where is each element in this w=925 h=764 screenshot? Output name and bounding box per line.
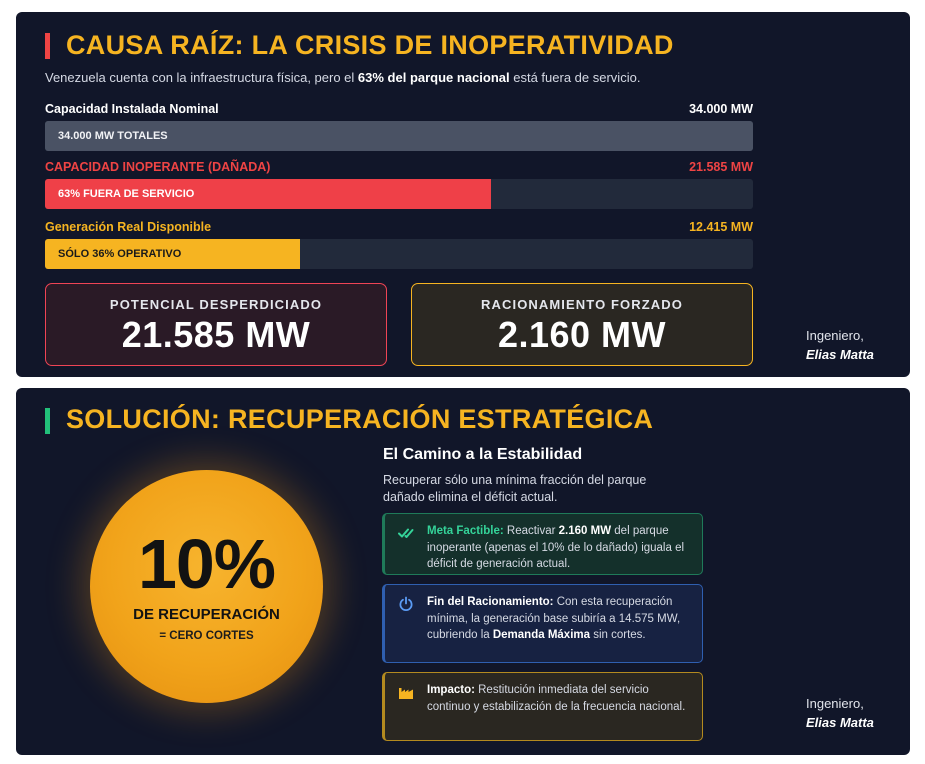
forced-rationing-value: 2.160 MW	[497, 314, 667, 355]
bar-fill-available	[45, 239, 300, 269]
solution-panel: SOLUCIÓN: RECUPERACIÓN ESTRATÉGICA 10% D…	[16, 388, 910, 755]
forced-rationing-label: RACIONAMIENTO FORZADO	[481, 297, 683, 312]
root-cause-panel: CAUSA RAÍZ: LA CRISIS DE INOPERATIVIDAD …	[16, 12, 910, 377]
recovery-sublabel: = CERO CORTES	[159, 630, 254, 642]
forced-rationing-box: RACIONAMIENTO FORZADO 2.160 MW	[411, 283, 753, 366]
root-cause-title: CAUSA RAÍZ: LA CRISIS DE INOPERATIVIDAD	[66, 30, 674, 60]
bar-fill-inoperative	[45, 179, 492, 209]
bar-track-installed: 34.000 MW TOTALES	[45, 121, 753, 151]
bar-text-installed: 34.000 MW TOTALES	[58, 130, 168, 142]
root-cause-subtitle: Venezuela cuenta con la infraestructura …	[45, 70, 641, 85]
bar-fill-installed	[45, 121, 753, 151]
bar-value-available: 12.415 MW	[689, 220, 753, 234]
recovery-circle: 10% DE RECUPERACIÓN = CERO CORTES	[90, 470, 323, 703]
bar-track-available: SÓLO 36% OPERATIVO	[45, 239, 753, 269]
bar-label-available: Generación Real Disponible	[45, 220, 212, 234]
card-end-rationing-text: Fin del Racionamiento: Con esta recupera…	[427, 596, 681, 641]
signature-title: Ingeniero,	[806, 696, 864, 711]
title-accent-bar	[45, 408, 50, 434]
title-accent-bar	[45, 33, 50, 59]
recovery-label: DE RECUPERACIÓN	[133, 606, 280, 623]
signature: Ingeniero, Elias Matta	[806, 694, 874, 732]
signature-name: Elias Matta	[806, 715, 874, 730]
wasted-potential-value: 21.585 MW	[121, 314, 311, 355]
wasted-potential-box: POTENCIAL DESPERDICIADO 21.585 MW	[45, 283, 387, 366]
bar-label-inoperative: CAPACIDAD INOPERANTE (DAÑADA)	[45, 160, 271, 174]
power-icon	[398, 596, 414, 612]
recovery-percent: 10%	[137, 525, 276, 603]
card-end-rationing: Fin del Racionamiento: Con esta recupera…	[382, 584, 703, 663]
signature-title: Ingeniero,	[806, 328, 864, 343]
signature-name: Elias Matta	[806, 347, 874, 362]
solution-intro: Recuperar sólo una mínima fracción del p…	[383, 473, 647, 504]
card-feasible-goal-text: Meta Factible: Reactivar 2.160 MW del pa…	[427, 525, 685, 570]
factory-icon	[398, 684, 414, 700]
card-impact: Impacto: Restitución inmediata del servi…	[382, 672, 703, 741]
solution-title: SOLUCIÓN: RECUPERACIÓN ESTRATÉGICA	[66, 404, 654, 434]
bar-text-inoperative: 63% FUERA DE SERVICIO	[58, 188, 195, 200]
bar-track-inoperative: 63% FUERA DE SERVICIO	[45, 179, 753, 209]
card-impact-text: Impacto: Restitución inmediata del servi…	[427, 684, 686, 713]
wasted-potential-label: POTENCIAL DESPERDICIADO	[109, 297, 323, 312]
bar-value-inoperative: 21.585 MW	[689, 160, 753, 174]
check-double-icon	[398, 525, 414, 541]
bar-label-installed: Capacidad Instalada Nominal	[45, 102, 219, 116]
bar-text-available: SÓLO 36% OPERATIVO	[58, 248, 182, 260]
bar-value-installed: 34.000 MW	[689, 102, 753, 116]
card-feasible-goal: Meta Factible: Reactivar 2.160 MW del pa…	[382, 513, 703, 575]
solution-heading: El Camino a la Estabilidad	[383, 446, 583, 463]
signature: Ingeniero, Elias Matta	[806, 326, 874, 364]
